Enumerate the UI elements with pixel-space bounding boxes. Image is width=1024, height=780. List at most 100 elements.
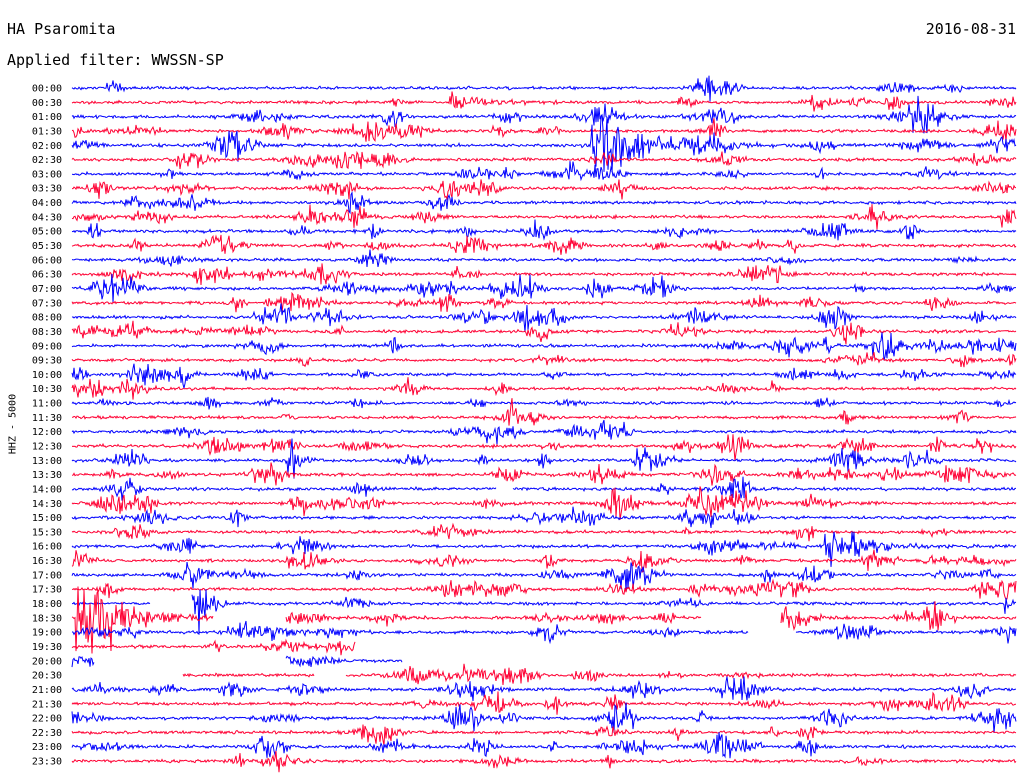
row-label: 14:00 — [32, 484, 62, 495]
trace-line — [71, 320, 1017, 345]
trace-line — [71, 219, 1017, 241]
trace-line — [72, 589, 1017, 635]
row-labels: 00:00 00:30 01:00 01:30 02:00 02:30 03:00 03:30… — [32, 84, 62, 768]
trace-line — [72, 398, 1017, 426]
row-label: 18:30 — [32, 613, 62, 624]
row-label: 01:30 — [32, 126, 62, 137]
trace-line — [71, 273, 1016, 303]
row-label: 23:00 — [32, 742, 62, 753]
row-label: 00:30 — [32, 98, 62, 109]
trace-line — [71, 506, 1016, 528]
trace-line — [71, 161, 1017, 182]
row-label: 11:00 — [32, 399, 62, 410]
row-label: 04:30 — [32, 212, 62, 223]
row-label: 02:00 — [32, 141, 62, 152]
row-label: 17:30 — [32, 585, 62, 596]
row-label: 10:30 — [32, 384, 62, 395]
trace-line — [71, 549, 1017, 573]
trace-line — [71, 352, 1017, 368]
row-label: 07:30 — [32, 298, 62, 309]
trace-line — [71, 303, 1017, 332]
trace-line — [71, 234, 1017, 255]
trace-line — [71, 620, 1017, 645]
row-label: 02:30 — [32, 155, 62, 166]
trace-line — [71, 434, 1017, 461]
row-label: 05:30 — [32, 241, 62, 252]
row-label: 09:30 — [32, 356, 62, 367]
row-label: 07:00 — [32, 284, 62, 295]
row-label: 14:30 — [32, 499, 62, 510]
trace-line — [71, 95, 1017, 134]
trace-line — [71, 438, 1017, 479]
row-label: 21:30 — [32, 699, 62, 710]
traces — [71, 75, 1017, 773]
station-title: HA Psaromita — [7, 20, 116, 38]
row-label: 23:30 — [32, 757, 62, 768]
trace-line — [71, 249, 1017, 268]
trace-line — [71, 578, 1017, 601]
row-label: 06:30 — [32, 270, 62, 281]
trace-line — [71, 204, 1017, 230]
row-label: 08:00 — [32, 313, 62, 324]
trace-line — [71, 91, 1017, 112]
row-label: 18:00 — [32, 599, 62, 610]
trace-line — [71, 396, 1017, 410]
row-label: 16:00 — [32, 542, 62, 553]
row-label: 12:30 — [32, 442, 62, 453]
trace-line — [71, 531, 1017, 567]
trace-line — [71, 118, 1017, 143]
trace-line — [71, 263, 1017, 286]
trace-line — [71, 562, 1017, 592]
trace-line — [71, 732, 1017, 759]
trace-line — [182, 663, 1017, 685]
trace-line — [71, 750, 1017, 773]
trace-line — [71, 655, 403, 668]
row-label: 03:30 — [32, 184, 62, 195]
row-label: 00:00 — [32, 84, 62, 95]
row-label: 19:00 — [32, 628, 62, 639]
trace-line — [71, 332, 1017, 361]
row-label: 19:30 — [32, 642, 62, 653]
filter-label: Applied filter: WWSSN-SP — [7, 51, 224, 69]
row-label: 09:00 — [32, 341, 62, 352]
row-label: 05:00 — [32, 227, 62, 238]
row-label: 10:00 — [32, 370, 62, 381]
row-label: 12:00 — [32, 427, 62, 438]
trace-line — [71, 522, 1017, 542]
row-label: 15:00 — [32, 513, 62, 524]
trace-line — [71, 676, 1017, 702]
trace-line — [71, 691, 1017, 715]
row-label: 22:00 — [32, 714, 62, 725]
trace-line — [71, 114, 1017, 173]
trace-line — [71, 190, 1017, 215]
trace-line — [71, 377, 1017, 400]
trace-line — [71, 363, 1017, 389]
row-label: 15:30 — [32, 527, 62, 538]
row-label: 04:00 — [32, 198, 62, 209]
trace-line — [71, 419, 1017, 445]
trace-line — [71, 486, 1017, 520]
row-label: 13:00 — [32, 456, 62, 467]
trace-line — [71, 702, 1017, 734]
row-label: 22:30 — [32, 728, 62, 739]
row-label: 13:30 — [32, 470, 62, 481]
row-label: 20:30 — [32, 671, 62, 682]
trace-line — [72, 179, 1016, 201]
row-label: 20:00 — [32, 656, 62, 667]
trace-line — [71, 75, 1017, 102]
row-label: 16:30 — [32, 556, 62, 567]
row-label: 17:00 — [32, 570, 62, 581]
row-label: 08:30 — [32, 327, 62, 338]
row-label: 01:00 — [32, 112, 62, 123]
trace-line — [71, 476, 1016, 501]
date-label: 2016-08-31 — [925, 20, 1016, 38]
trace-line — [71, 724, 1017, 746]
row-label: 11:30 — [32, 413, 62, 424]
row-label: 21:00 — [32, 685, 62, 696]
trace-line — [71, 462, 1017, 486]
trace-line — [71, 150, 1017, 170]
row-label: 06:00 — [32, 255, 62, 266]
trace-line — [71, 586, 1017, 654]
trace-line — [71, 291, 1017, 313]
